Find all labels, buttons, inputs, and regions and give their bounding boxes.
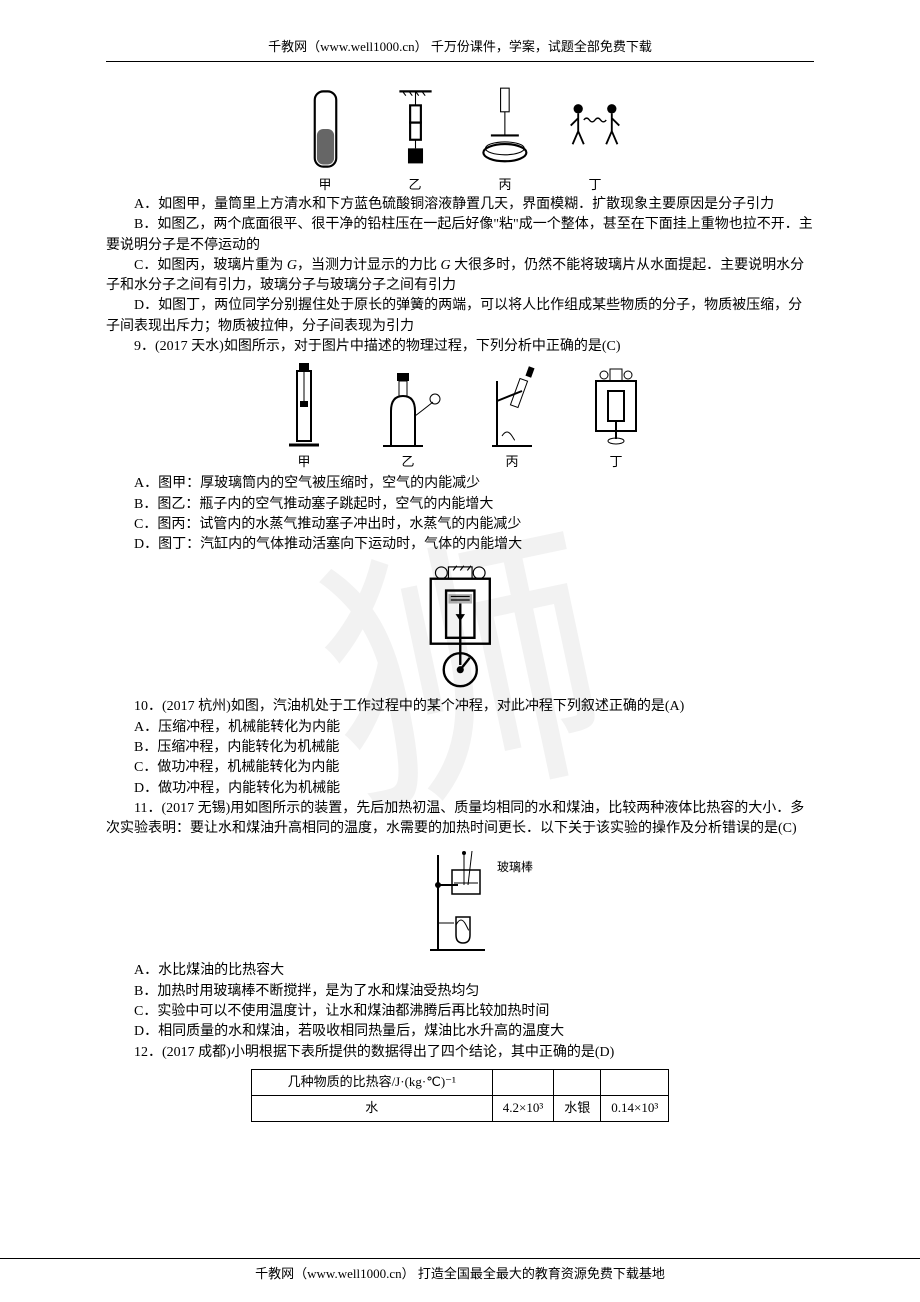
fig2-yi-icon xyxy=(373,361,443,451)
q10-option-d: D．做功冲程，内能转化为机械能 xyxy=(106,779,814,799)
table-cell xyxy=(601,1069,669,1095)
q8-option-d: D．如图丁，两位同学分别握住处于原长的弹簧的两端，可以将人比作组成某些物质的分子… xyxy=(106,296,814,337)
fig1-label-jia: 甲 xyxy=(297,174,353,193)
figure-q10 xyxy=(106,561,814,691)
fig2-label-ding: 丁 xyxy=(581,453,651,472)
page-footer: 千教网（www.well1000.cn） 打造全国最全最大的教育资源免费下载基地 xyxy=(0,1258,920,1282)
q11-option-d: D．相同质量的水和煤油，若吸收相同热量后，煤油比水升高的温度大 xyxy=(106,1022,814,1042)
q10-option-a: A．压缩冲程，机械能转化为内能 xyxy=(106,718,814,738)
engine-stroke-icon xyxy=(410,561,510,691)
fig2-label-jia: 甲 xyxy=(269,453,339,472)
q8c-var-1: G xyxy=(287,258,297,273)
fig1-yi-icon xyxy=(387,86,443,172)
q11-option-b: B．加热时用玻璃棒不断搅拌，是为了水和煤油受热均匀 xyxy=(106,982,814,1002)
table-cell: 4.2×10³ xyxy=(492,1095,553,1121)
fig2-jia-icon xyxy=(269,361,339,451)
fig2-label-bing: 丙 xyxy=(477,453,547,472)
table-row: 水 4.2×10³ 水银 0.14×10³ xyxy=(251,1095,668,1121)
q8-option-c: C．如图丙，玻璃片重为 G，当测力计显示的力比 G 大很多时，仍然不能将玻璃片从… xyxy=(106,256,814,297)
q9-option-d: D．图丁：汽缸内的气体推动活塞向下运动时，气体的内能增大 xyxy=(106,535,814,555)
q11-option-c: C．实验中可以不使用温度计，让水和煤油都沸腾后再比较加热时间 xyxy=(106,1002,814,1022)
table-cell: 水 xyxy=(251,1095,492,1121)
table-row: 几种物质的比热容/J·(kg·℃)⁻¹ xyxy=(251,1069,668,1095)
page-header: 千教网（www.well1000.cn） 千万份课件，学案，试题全部免费下载 xyxy=(106,36,814,62)
fig1-label-yi: 乙 xyxy=(387,174,443,193)
q11-stem: 11．(2017 无锡)用如图所示的装置，先后加热初温、质量均相同的水和煤油，比… xyxy=(106,799,814,840)
glass-rod-label: 玻璃棒 xyxy=(497,861,533,874)
fig1-jia-icon xyxy=(297,86,353,172)
figure-row-2: 甲 乙 丙 丁 xyxy=(106,361,814,472)
table-cell xyxy=(554,1069,601,1095)
q9-option-a: A．图甲：厚玻璃筒内的空气被压缩时，空气的内能减少 xyxy=(106,474,814,494)
q10-option-b: B．压缩冲程，内能转化为机械能 xyxy=(106,738,814,758)
table-cell: 0.14×10³ xyxy=(601,1095,669,1121)
fig2-label-yi: 乙 xyxy=(373,453,443,472)
fig2-bing-icon xyxy=(477,361,547,451)
q9-option-b: B．图乙：瓶子内的空气推动塞子跳起时，空气的内能增大 xyxy=(106,495,814,515)
fig1-label-bing: 丙 xyxy=(477,174,533,193)
figure-q11: 玻璃棒 xyxy=(106,845,814,955)
table-cell xyxy=(492,1069,553,1095)
specific-heat-table: 几种物质的比热容/J·(kg·℃)⁻¹ 水 4.2×10³ 水银 0.14×10… xyxy=(251,1069,669,1122)
fig1-bing-icon xyxy=(477,86,533,172)
table-cell: 水银 xyxy=(554,1095,601,1121)
q9-stem: 9．(2017 天水)如图所示，对于图片中描述的物理过程，下列分析中正确的是(C… xyxy=(106,337,814,357)
q12-stem: 12．(2017 成都)小明根据下表所提供的数据得出了四个结论，其中正确的是(D… xyxy=(106,1043,814,1063)
q8-option-b: B．如图乙，两个底面很平、很干净的铅柱压在一起后好像"粘"成一个整体，甚至在下面… xyxy=(106,215,814,256)
q9-option-c: C．图丙：试管内的水蒸气推动塞子冲出时，水蒸气的内能减少 xyxy=(106,515,814,535)
q8c-text-1: C．如图丙，玻璃片重为 xyxy=(134,258,287,273)
q10-option-c: C．做功冲程，机械能转化为内能 xyxy=(106,758,814,778)
fig1-ding-icon xyxy=(567,86,623,172)
q10-stem: 10．(2017 杭州)如图，汽油机处于工作过程中的某个冲程，对此冲程下列叙述正… xyxy=(106,697,814,717)
figure-row-1: 甲 乙 丙 丁 xyxy=(106,86,814,193)
heating-apparatus-icon: 玻璃棒 xyxy=(415,845,505,955)
q8c-text-2: ，当测力计显示的力比 xyxy=(297,258,441,273)
fig1-label-ding: 丁 xyxy=(567,174,623,193)
q11-option-a: A．水比煤油的比热容大 xyxy=(106,961,814,981)
q8c-var-2: G xyxy=(440,258,450,273)
q8-option-a: A．如图甲，量筒里上方清水和下方蓝色硫酸铜溶液静置几天，界面模糊．扩散现象主要原… xyxy=(106,195,814,215)
fig2-ding-icon xyxy=(581,361,651,451)
table-header-cell: 几种物质的比热容/J·(kg·℃)⁻¹ xyxy=(251,1069,492,1095)
